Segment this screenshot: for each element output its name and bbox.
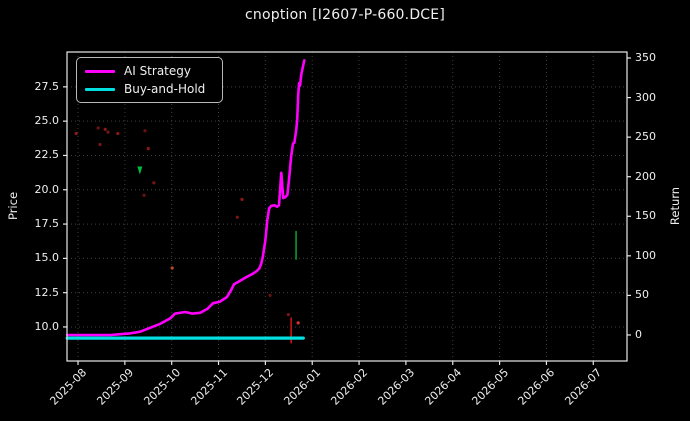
y-left-tick-label: 20.0 bbox=[34, 182, 60, 196]
signal-dot bbox=[116, 131, 120, 136]
signal-dot bbox=[98, 142, 102, 147]
legend-item-ai-strategy: AI Strategy bbox=[85, 63, 214, 79]
legend-item-buy-and-hold: Buy-and-Hold bbox=[85, 81, 214, 97]
y-right-tick-label: 0 bbox=[635, 327, 642, 341]
y-right-tick-label: 50 bbox=[635, 288, 649, 302]
y-left-tick-label: 17.5 bbox=[34, 217, 60, 231]
y-left-tick-label: 15.0 bbox=[34, 251, 60, 265]
ai-strategy-line-swatch bbox=[85, 69, 115, 73]
signal-dot bbox=[146, 146, 150, 151]
signal-dot bbox=[235, 215, 239, 219]
y-right-tick-label: 300 bbox=[635, 90, 656, 104]
y-right-tick-label: 100 bbox=[635, 248, 656, 262]
signal-dot bbox=[152, 181, 156, 185]
y-left-tick-label: 10.0 bbox=[34, 319, 60, 333]
buy-and-hold-line-swatch bbox=[85, 87, 115, 91]
chart-title: cnoption [I2607-P-660.DCE] bbox=[245, 7, 445, 23]
legend: AI Strategy Buy-and-Hold bbox=[76, 57, 223, 103]
signal-dot bbox=[170, 266, 174, 270]
legend-label: Buy-and-Hold bbox=[124, 82, 206, 96]
y-right-tick-label: 150 bbox=[635, 209, 656, 223]
signal-dot bbox=[142, 193, 146, 197]
signal-dot bbox=[240, 197, 244, 201]
plot-frame bbox=[66, 51, 628, 362]
legend-label: AI Strategy bbox=[124, 64, 191, 78]
y-left-tick-label: 22.5 bbox=[34, 148, 60, 162]
signal-dot bbox=[74, 131, 78, 136]
signal-dot bbox=[268, 293, 272, 298]
y-left-tick-label: 27.5 bbox=[34, 79, 60, 93]
signal-dot bbox=[103, 127, 107, 131]
y-right-tick-label: 250 bbox=[635, 130, 656, 144]
ai-strategy-line bbox=[65, 59, 306, 337]
signal-dot bbox=[296, 321, 300, 325]
green-triangle-marker bbox=[137, 166, 143, 175]
y-left-tick-label: 12.5 bbox=[34, 285, 60, 299]
y-left-tick-label: 25.0 bbox=[34, 114, 60, 128]
signal-dot bbox=[143, 129, 147, 133]
signal-dot bbox=[286, 313, 290, 317]
signal-dot bbox=[96, 126, 100, 130]
y-right-tick-label: 350 bbox=[635, 51, 656, 64]
y-right-tick-label: 200 bbox=[635, 169, 656, 183]
signal-dot bbox=[106, 130, 110, 134]
